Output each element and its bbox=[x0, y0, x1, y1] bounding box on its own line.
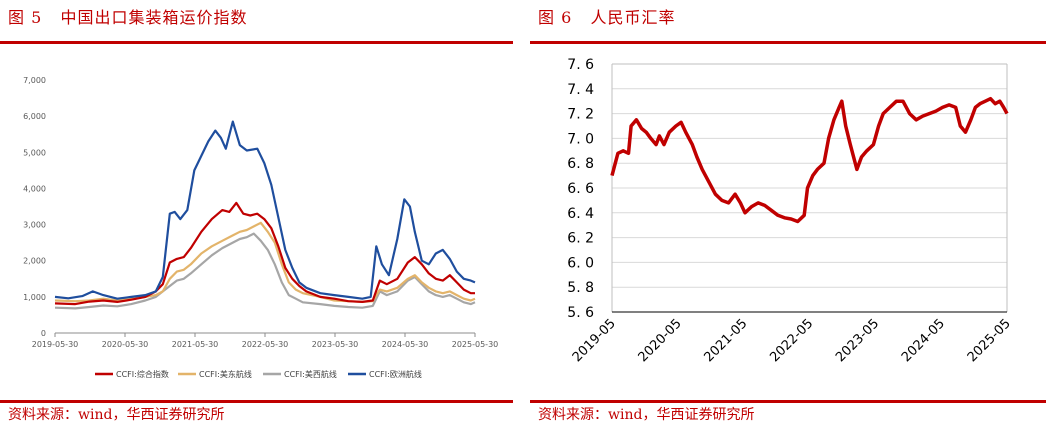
y-tick-label: 6. 8 bbox=[567, 156, 594, 172]
y-tick-label: 5. 8 bbox=[567, 280, 594, 296]
x-tick-label: 2024-05 bbox=[899, 316, 948, 365]
ccfi-line-chart: 0 1,000 2,000 3,000 4,000 5,000 6,000 7,000 2019… bbox=[23, 76, 499, 379]
legend-label: CCFI:欧洲航线 bbox=[369, 369, 422, 379]
y-tick-label: 5,000 bbox=[23, 148, 46, 157]
x-tick-label: 2024-05-30 bbox=[382, 340, 429, 349]
y-tick-label: 6. 2 bbox=[567, 231, 594, 247]
y-tick-label: 3,000 bbox=[23, 221, 46, 230]
figure-5-top-rule bbox=[0, 41, 513, 44]
y-tick-label: 4,000 bbox=[23, 184, 46, 193]
figure-5-title: 图 5 中国出口集装箱运价指数 bbox=[8, 8, 248, 27]
legend-label: CCFI:美东航线 bbox=[199, 369, 252, 379]
y-tick-label: 7. 4 bbox=[567, 82, 594, 98]
figure-5-source: 资料来源：wind，华西证券研究所 bbox=[8, 407, 225, 423]
x-tick-label: 2019-05 bbox=[570, 316, 619, 365]
figure-6-top-rule bbox=[530, 41, 1046, 44]
x-tick-label: 2022-05 bbox=[767, 316, 816, 365]
y-tick-label: 6. 4 bbox=[567, 206, 594, 222]
y-tick-label: 7. 2 bbox=[567, 107, 594, 123]
cny-series-line bbox=[610, 96, 1009, 224]
y-tick-label: 2,000 bbox=[23, 257, 46, 266]
series-line-3 bbox=[54, 120, 476, 300]
figure-6-source: 资料来源：wind，华西证券研究所 bbox=[538, 407, 755, 423]
cny-exchange-rate-chart: 5. 6 5. 8 6. 0 6. 2 6. 4 6. 6 6. 8 7. 0 7. 2 7. 4… bbox=[567, 57, 1014, 365]
legend-label: CCFI:综合指数 bbox=[116, 369, 169, 379]
legend-label: CCFI:美西航线 bbox=[284, 369, 337, 379]
x-tick-label: 2020-05 bbox=[636, 316, 685, 365]
figure-5-bottom-rule bbox=[0, 400, 513, 403]
y-tick-label: 6,000 bbox=[23, 112, 46, 121]
x-tick-label: 2025-05-30 bbox=[452, 340, 499, 349]
x-tick-label: 2019-05-30 bbox=[32, 340, 79, 349]
figure-6-title: 图 6 人民币汇率 bbox=[538, 8, 676, 27]
figure-6-bottom-rule bbox=[530, 400, 1046, 403]
series-line-1 bbox=[54, 221, 476, 303]
y-tick-label: 0 bbox=[41, 329, 46, 338]
y-tick-label: 1,000 bbox=[23, 293, 46, 302]
x-tick-label: 2023-05 bbox=[833, 316, 882, 365]
x-tick-label: 2020-05-30 bbox=[102, 340, 149, 349]
series-line-2 bbox=[54, 232, 476, 310]
x-tick-label: 2021-05 bbox=[701, 316, 750, 365]
x-tick-label: 2023-05-30 bbox=[312, 340, 359, 349]
x-tick-label: 2025-05 bbox=[965, 316, 1014, 365]
y-tick-label: 7. 0 bbox=[567, 131, 594, 147]
y-tick-label: 6. 0 bbox=[567, 255, 594, 271]
series-line-0 bbox=[54, 201, 475, 306]
y-tick-label: 7,000 bbox=[23, 76, 46, 85]
y-tick-label: 6. 6 bbox=[567, 181, 594, 197]
figure-6-panel: 图 6 人民币汇率 5. 6 5. 8 6. 0 6. 2 6. 4 6. 6 6. 8 7.… bbox=[530, 0, 1046, 429]
x-tick-label: 2022-05-30 bbox=[242, 340, 289, 349]
y-tick-label: 7. 6 bbox=[567, 57, 594, 73]
x-tick-label: 2021-05-30 bbox=[172, 340, 219, 349]
figure-5-panel: 图 5 中国出口集装箱运价指数 0 1,000 2,000 3,000 4,000 5,0… bbox=[0, 0, 513, 429]
y-tick-label: 5. 6 bbox=[567, 305, 594, 321]
